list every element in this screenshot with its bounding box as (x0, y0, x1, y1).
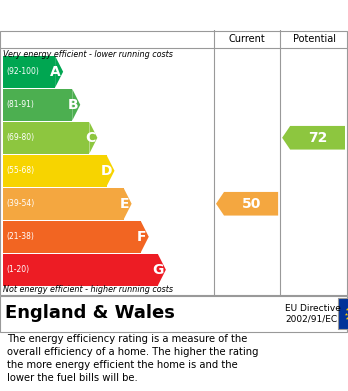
Polygon shape (124, 188, 132, 219)
Text: (81-91): (81-91) (6, 100, 34, 109)
Bar (3, 188, 124, 219)
Text: (39-54): (39-54) (6, 199, 34, 208)
Text: A: A (50, 65, 61, 79)
Polygon shape (158, 254, 166, 285)
Text: (21-38): (21-38) (6, 232, 34, 241)
Text: B: B (68, 98, 78, 112)
Polygon shape (141, 221, 149, 253)
Text: Not energy efficient - higher running costs: Not energy efficient - higher running co… (3, 285, 173, 294)
Bar (3, 89, 72, 120)
Polygon shape (106, 155, 114, 187)
Text: Energy Efficiency Rating: Energy Efficiency Rating (7, 7, 217, 23)
Text: D: D (101, 164, 112, 178)
Bar (3, 122, 89, 154)
Text: England & Wales: England & Wales (5, 305, 175, 323)
Polygon shape (72, 89, 80, 120)
Polygon shape (282, 126, 345, 150)
Text: (55-68): (55-68) (6, 166, 34, 175)
Polygon shape (89, 122, 97, 154)
Text: G: G (152, 263, 164, 277)
Text: E: E (120, 197, 129, 211)
Bar (3, 221, 141, 253)
Bar (3, 56, 55, 88)
Bar (3, 254, 158, 285)
Text: EU Directive
2002/91/EC: EU Directive 2002/91/EC (285, 304, 341, 323)
Text: Potential: Potential (293, 34, 335, 44)
Text: Current: Current (229, 34, 266, 44)
Text: 72: 72 (308, 131, 327, 145)
Text: C: C (85, 131, 95, 145)
Text: (1-20): (1-20) (6, 265, 29, 274)
Bar (338, 298, 348, 329)
Text: Very energy efficient - lower running costs: Very energy efficient - lower running co… (3, 50, 173, 59)
Text: 50: 50 (242, 197, 261, 211)
Text: The energy efficiency rating is a measure of the
overall efficiency of a home. T: The energy efficiency rating is a measur… (7, 334, 259, 383)
Polygon shape (55, 56, 63, 88)
Text: (69-80): (69-80) (6, 133, 34, 142)
Text: (92-100): (92-100) (6, 67, 39, 76)
Polygon shape (216, 192, 278, 215)
Text: F: F (137, 230, 147, 244)
Bar (3, 155, 106, 187)
